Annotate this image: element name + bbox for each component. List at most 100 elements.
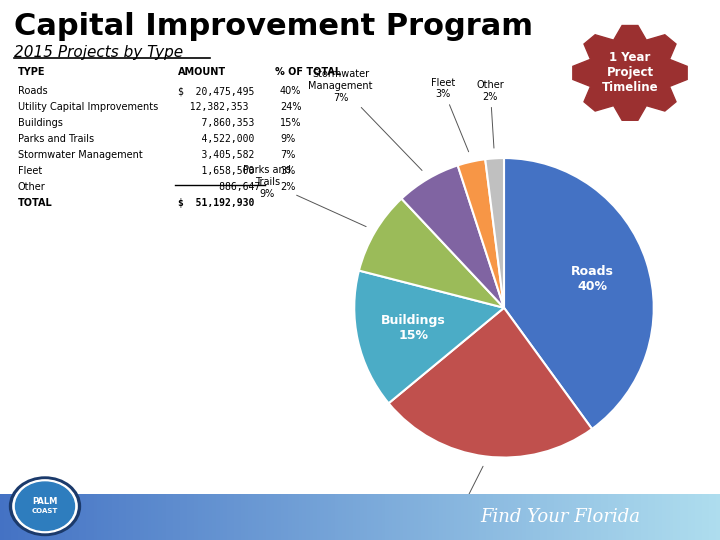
Text: 4,522,000: 4,522,000 [178, 134, 254, 144]
Bar [371, 494, 374, 540]
Bar [637, 494, 641, 540]
Circle shape [10, 478, 80, 535]
Bar [709, 494, 713, 540]
Bar [558, 494, 562, 540]
Bar [684, 494, 688, 540]
Bar [292, 494, 295, 540]
Text: Utility Capital
Improvements
24%: Utility Capital Improvements 24% [402, 467, 483, 540]
Bar [500, 494, 504, 540]
Bar [367, 494, 371, 540]
Bar [238, 494, 241, 540]
Bar [385, 494, 389, 540]
Bar [360, 494, 364, 540]
Bar [432, 494, 436, 540]
Bar [702, 494, 706, 540]
Bar [220, 494, 223, 540]
Bar [619, 494, 623, 540]
Bar [374, 494, 378, 540]
Bar [486, 494, 490, 540]
Bar [454, 494, 457, 540]
Text: TYPE: TYPE [18, 67, 45, 77]
Bar [598, 494, 601, 540]
Bar [324, 494, 328, 540]
Bar [673, 494, 677, 540]
Bar [378, 494, 382, 540]
Bar [0, 494, 4, 540]
Bar [544, 494, 547, 540]
Bar [616, 494, 619, 540]
Bar [688, 494, 691, 540]
Text: 7,860,353: 7,860,353 [178, 118, 254, 128]
Bar [634, 494, 637, 540]
Text: 2015 Projects by Type: 2015 Projects by Type [14, 45, 183, 60]
Bar [475, 494, 479, 540]
Circle shape [13, 480, 77, 532]
Wedge shape [458, 159, 504, 308]
Bar [392, 494, 396, 540]
Bar [526, 494, 529, 540]
Polygon shape [573, 25, 687, 120]
Bar [288, 494, 292, 540]
Bar [529, 494, 533, 540]
Bar [61, 494, 65, 540]
Bar [436, 494, 439, 540]
Bar [504, 494, 508, 540]
Bar [457, 494, 461, 540]
Bar [302, 494, 306, 540]
Text: Other: Other [18, 182, 46, 192]
Bar [209, 494, 212, 540]
Bar [256, 494, 259, 540]
Bar [533, 494, 536, 540]
Bar [576, 494, 580, 540]
Bar [335, 494, 338, 540]
Text: 40%: 40% [280, 86, 302, 96]
Text: 24%: 24% [280, 102, 302, 112]
Bar [641, 494, 644, 540]
Bar [43, 494, 47, 540]
Bar [90, 494, 94, 540]
Bar [569, 494, 572, 540]
Bar [205, 494, 209, 540]
Bar [180, 494, 184, 540]
Text: 2%: 2% [280, 182, 295, 192]
Bar [299, 494, 302, 540]
Bar [58, 494, 61, 540]
Bar [198, 494, 202, 540]
Bar [565, 494, 569, 540]
Bar [166, 494, 169, 540]
Bar [626, 494, 630, 540]
Bar [47, 494, 50, 540]
Bar [464, 494, 468, 540]
Bar [468, 494, 472, 540]
Bar [396, 494, 400, 540]
Text: Parks and Trails: Parks and Trails [18, 134, 94, 144]
Bar [310, 494, 313, 540]
Bar [342, 494, 346, 540]
Bar [263, 494, 266, 540]
Bar [346, 494, 349, 540]
Bar [25, 494, 29, 540]
Text: Capital Improvement Program: Capital Improvement Program [14, 12, 533, 41]
Bar [648, 494, 652, 540]
Bar [479, 494, 482, 540]
Bar [605, 494, 608, 540]
Bar [86, 494, 90, 540]
Bar [493, 494, 497, 540]
Bar [590, 494, 594, 540]
Bar [137, 494, 140, 540]
Bar [706, 494, 709, 540]
Bar [14, 494, 18, 540]
Bar [403, 494, 407, 540]
Text: Find Your Florida: Find Your Florida [480, 508, 640, 526]
Bar [382, 494, 385, 540]
Bar [547, 494, 551, 540]
Text: Roads: Roads [18, 86, 48, 96]
Bar [554, 494, 558, 540]
Bar [68, 494, 72, 540]
Bar [230, 494, 234, 540]
Text: Other
2%: Other 2% [477, 80, 504, 148]
Bar [580, 494, 583, 540]
Bar [414, 494, 418, 540]
Bar [176, 494, 180, 540]
Bar [270, 494, 274, 540]
